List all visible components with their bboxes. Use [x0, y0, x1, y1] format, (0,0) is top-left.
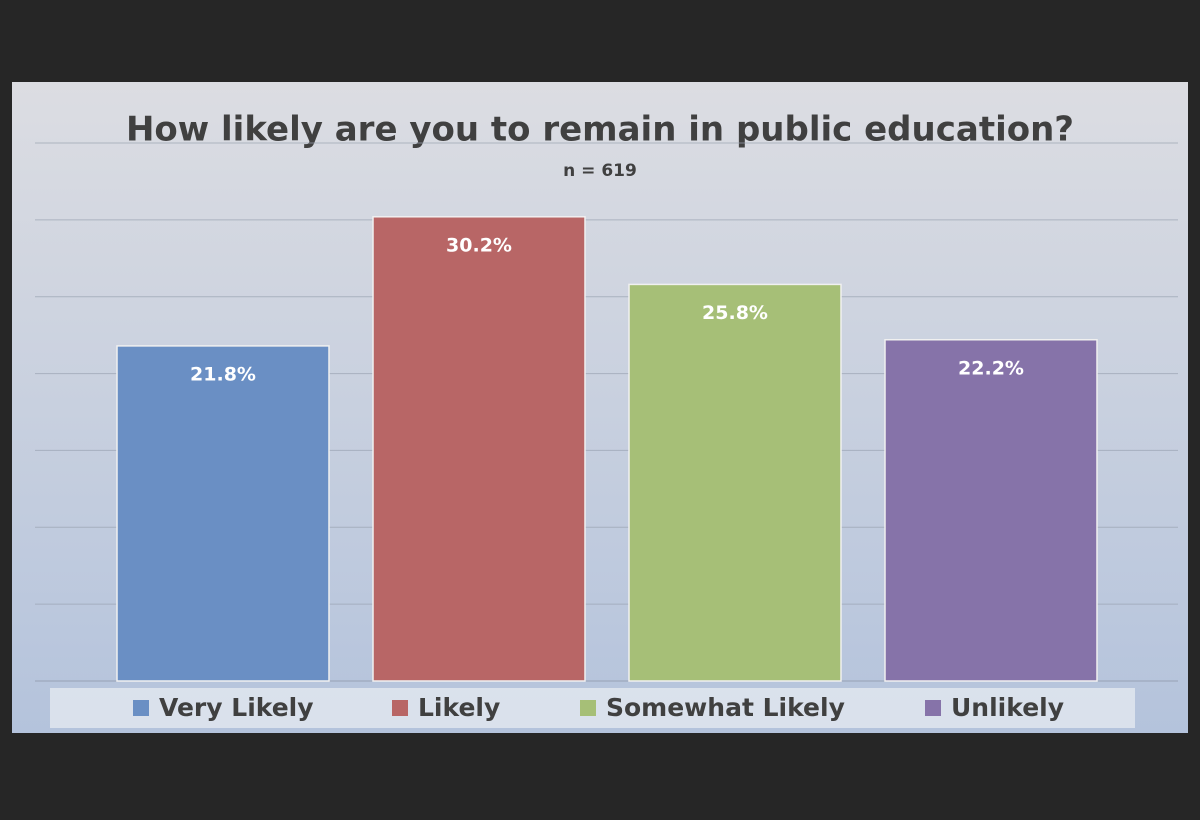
- bar: [372, 216, 586, 682]
- legend-label: Likely: [418, 693, 500, 722]
- chart-subtitle: n = 619: [563, 161, 637, 181]
- data-label: 25.8%: [702, 302, 768, 324]
- legend-label: Somewhat Likely: [606, 693, 845, 722]
- legend-swatch: [392, 700, 408, 716]
- legend-swatch: [133, 700, 149, 716]
- bar: [884, 339, 1098, 682]
- data-label: 22.2%: [958, 357, 1024, 379]
- bar: [628, 283, 842, 682]
- legend-swatch: [925, 700, 941, 716]
- legend-label: Unlikely: [951, 693, 1064, 722]
- legend-swatch: [580, 700, 596, 716]
- data-label: 21.8%: [190, 363, 256, 385]
- data-label: 30.2%: [446, 234, 512, 256]
- legend-label: Very Likely: [159, 693, 314, 722]
- bar: [116, 345, 330, 682]
